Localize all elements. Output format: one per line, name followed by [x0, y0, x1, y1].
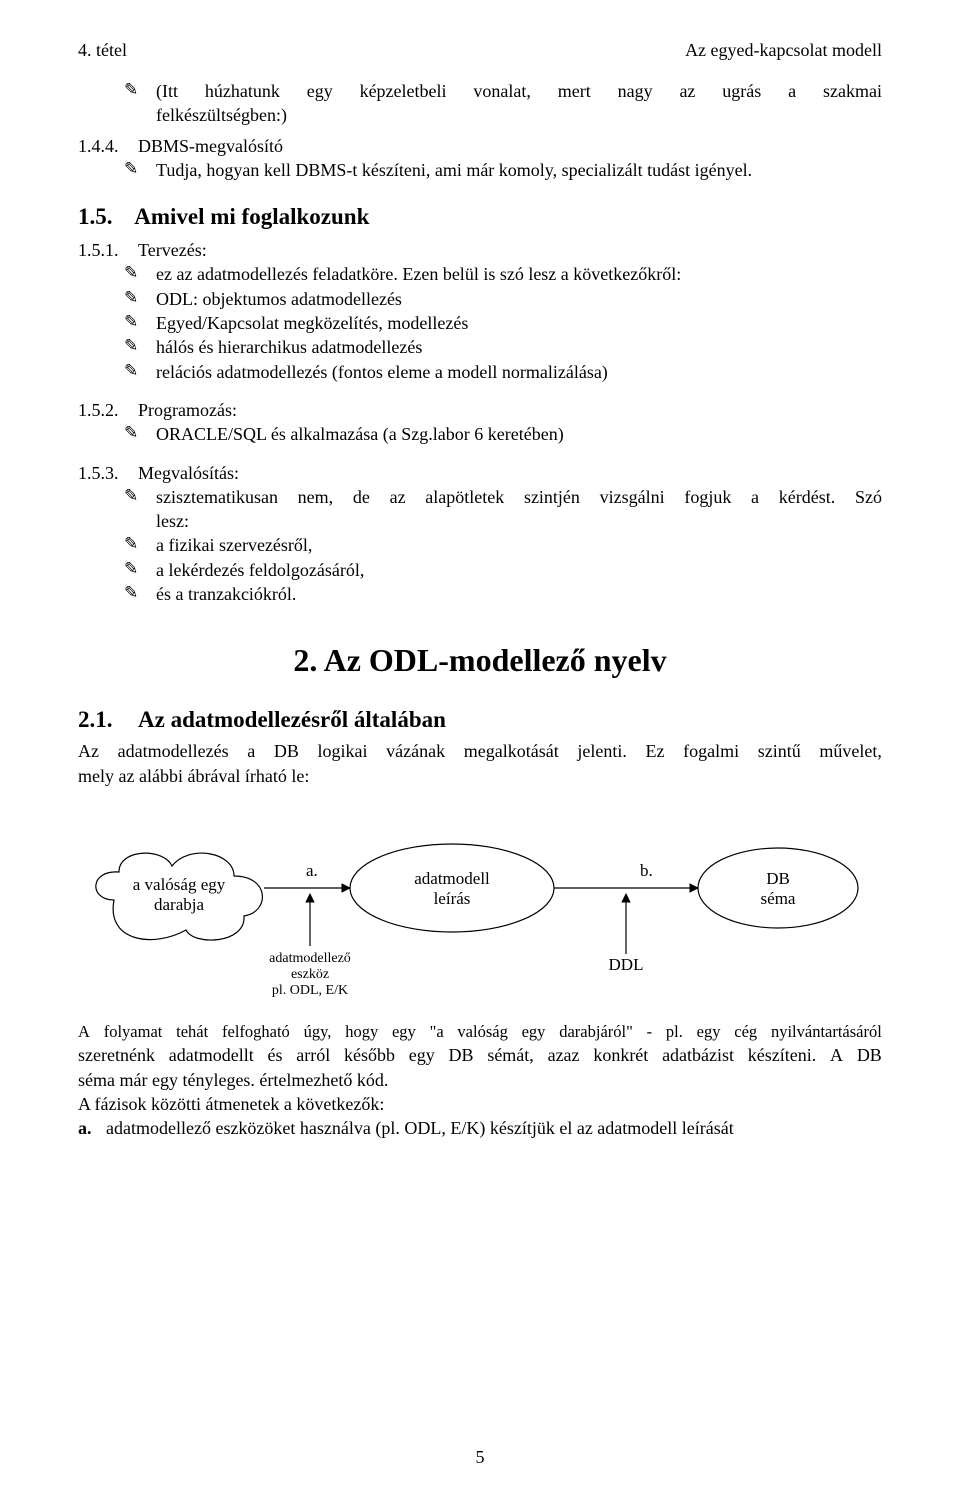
section-number: 1.4.4.: [78, 134, 138, 158]
section-number: 1.5.: [78, 204, 113, 229]
bullet-text: ODL: objektumos adatmodellezés: [156, 287, 882, 311]
section-number: 2.1.: [78, 707, 138, 733]
page-number: 5: [0, 1447, 960, 1468]
hand-icon: ✎: [124, 158, 156, 182]
section-1-5-3: 1.5.3. Megvalósítás:: [78, 461, 882, 485]
s153-b3: ✎ a lekérdezés feldolgozásáról,: [124, 558, 882, 582]
svg-text:séma: séma: [761, 889, 796, 908]
header-left: 4. tétel: [78, 40, 127, 61]
svg-text:b.: b.: [640, 861, 653, 880]
page: 4. tétel Az egyed-kapcsolat modell ✎ (It…: [0, 0, 960, 1496]
bullet-text: a fizikai szervezésről,: [156, 533, 882, 557]
section-1-5-2: 1.5.2. Programozás:: [78, 398, 882, 422]
bullet-text: ez az adatmodellezés feladatköre. Ezen b…: [156, 262, 882, 286]
intro-line2: felkészültségben:): [156, 103, 882, 127]
section-1-5-1: 1.5.1. Tervezés:: [78, 238, 882, 262]
bullet-text: ORACLE/SQL és alkalmazása (a Szg.labor 6…: [156, 422, 882, 446]
bullet-text: hálós és hierarchikus adatmodellezés: [156, 335, 882, 359]
s144-text: Tudja, hogyan kell DBMS-t készíteni, ami…: [156, 158, 882, 182]
section-2-1: 2.1. Az adatmodellezésről általában: [78, 707, 882, 733]
svg-text:darabja: darabja: [154, 895, 204, 914]
bullet-text: és a tranzakciókról.: [156, 582, 882, 606]
s21-paragraph: AzadatmodellezésaDBlogikaivázánakmegalko…: [78, 739, 882, 788]
after-item-a: a. adatmodellező eszközöket használva (p…: [78, 1116, 882, 1140]
section-1-5: 1.5. Amivel mi foglalkozunk: [78, 204, 882, 230]
svg-text:leírás: leírás: [434, 889, 471, 908]
diagram-svg: a valóság egydarabja adatmodellleírás DBsé…: [78, 828, 882, 998]
svg-text:adatmodellező: adatmodellező: [269, 951, 351, 966]
hand-icon: ✎: [124, 335, 156, 359]
s144-bullet: ✎ Tudja, hogyan kell DBMS-t készíteni, a…: [124, 158, 882, 182]
svg-text:DDL: DDL: [609, 955, 644, 974]
after-paragraph: Afolyamattehátfelfoghatóúgy,hogyegy"aval…: [78, 1021, 882, 1116]
hand-icon: ✎: [124, 533, 156, 557]
intro-bullet: ✎ (Itthúzhatunkegyképzeletbelivonalat,me…: [124, 79, 882, 128]
section-number: 1.5.2.: [78, 398, 138, 422]
after-l4: A fázisok közötti átmenetek a következők…: [78, 1092, 882, 1116]
s153-b4: ✎ és a tranzakciókról.: [124, 582, 882, 606]
section-number: 1.5.3.: [78, 461, 138, 485]
page-header: 4. tétel Az egyed-kapcsolat modell: [78, 40, 882, 61]
data-model-diagram: a valóság egydarabja adatmodellleírás DBsé…: [78, 828, 882, 1003]
hand-icon: ✎: [124, 422, 156, 446]
s153-b1-line1: szisztematikusannem,deazalapötletekszint…: [156, 485, 882, 509]
hand-icon: ✎: [124, 262, 156, 286]
svg-text:adatmodell: adatmodell: [414, 869, 490, 888]
section-1-4-4: 1.4.4. DBMS-megvalósító: [78, 134, 882, 158]
svg-text:pl. ODL, E/K: pl. ODL, E/K: [272, 983, 348, 998]
hand-icon: ✎: [124, 79, 156, 128]
bullet-text: Egyed/Kapcsolat megközelítés, modellezés: [156, 311, 882, 335]
section-title: Tervezés:: [138, 238, 207, 262]
bullet-text: relációs adatmodellezés (fontos eleme a …: [156, 360, 882, 384]
s151-b2: ✎ ODL: objektumos adatmodellezés: [124, 287, 882, 311]
hand-icon: ✎: [124, 311, 156, 335]
intro-line1: (Itthúzhatunkegyképzeletbelivonalat,mert…: [156, 79, 882, 103]
section-title: Az adatmodellezésről általában: [138, 707, 446, 733]
section-title: Megvalósítás:: [138, 461, 239, 485]
s151-b5: ✎ relációs adatmodellezés (fontos eleme …: [124, 360, 882, 384]
s152-b1: ✎ ORACLE/SQL és alkalmazása (a Szg.labor…: [124, 422, 882, 446]
after-l1: Afolyamattehátfelfoghatóúgy,hogyegy"aval…: [78, 1021, 882, 1043]
item-text: adatmodellező eszközöket használva (pl. …: [106, 1116, 734, 1140]
hand-icon: ✎: [124, 485, 156, 534]
svg-text:a valóság egy: a valóság egy: [133, 875, 226, 894]
s153-b1: ✎ szisztematikusannem,deazalapötletekszi…: [124, 485, 882, 534]
s153-b2: ✎ a fizikai szervezésről,: [124, 533, 882, 557]
hand-icon: ✎: [124, 558, 156, 582]
chapter-2-title: 2. Az ODL-modellező nyelv: [78, 642, 882, 679]
s21-p-line2: mely az alábbi ábrával írható le:: [78, 764, 882, 788]
s153-b1-line2: lesz:: [156, 509, 882, 533]
hand-icon: ✎: [124, 360, 156, 384]
s151-b3: ✎ Egyed/Kapcsolat megközelítés, modellez…: [124, 311, 882, 335]
section-title: Amivel mi foglalkozunk: [134, 204, 369, 229]
bullet-text: szisztematikusannem,deazalapötletekszint…: [156, 485, 882, 534]
svg-text:a.: a.: [306, 861, 318, 880]
section-title: Programozás:: [138, 398, 237, 422]
svg-text:eszköz: eszköz: [291, 967, 329, 982]
section-title: DBMS-megvalósító: [138, 134, 283, 158]
section-number: 1.5.1.: [78, 238, 138, 262]
after-l3: séma már egy tényleges. értelmezhető kód…: [78, 1068, 882, 1092]
s151-b4: ✎ hálós és hierarchikus adatmodellezés: [124, 335, 882, 359]
s151-b1: ✎ ez az adatmodellezés feladatköre. Ezen…: [124, 262, 882, 286]
hand-icon: ✎: [124, 287, 156, 311]
header-right: Az egyed-kapcsolat modell: [685, 40, 882, 61]
intro-text: (Itthúzhatunkegyképzeletbelivonalat,mert…: [156, 79, 882, 128]
hand-icon: ✎: [124, 582, 156, 606]
svg-text:DB: DB: [766, 869, 790, 888]
after-l2: szeretnénkadatmodelltésarrólkésőbbegyDBs…: [78, 1043, 882, 1067]
item-label: a.: [78, 1116, 106, 1140]
bullet-text: a lekérdezés feldolgozásáról,: [156, 558, 882, 582]
s21-p-line1: AzadatmodellezésaDBlogikaivázánakmegalko…: [78, 739, 882, 763]
